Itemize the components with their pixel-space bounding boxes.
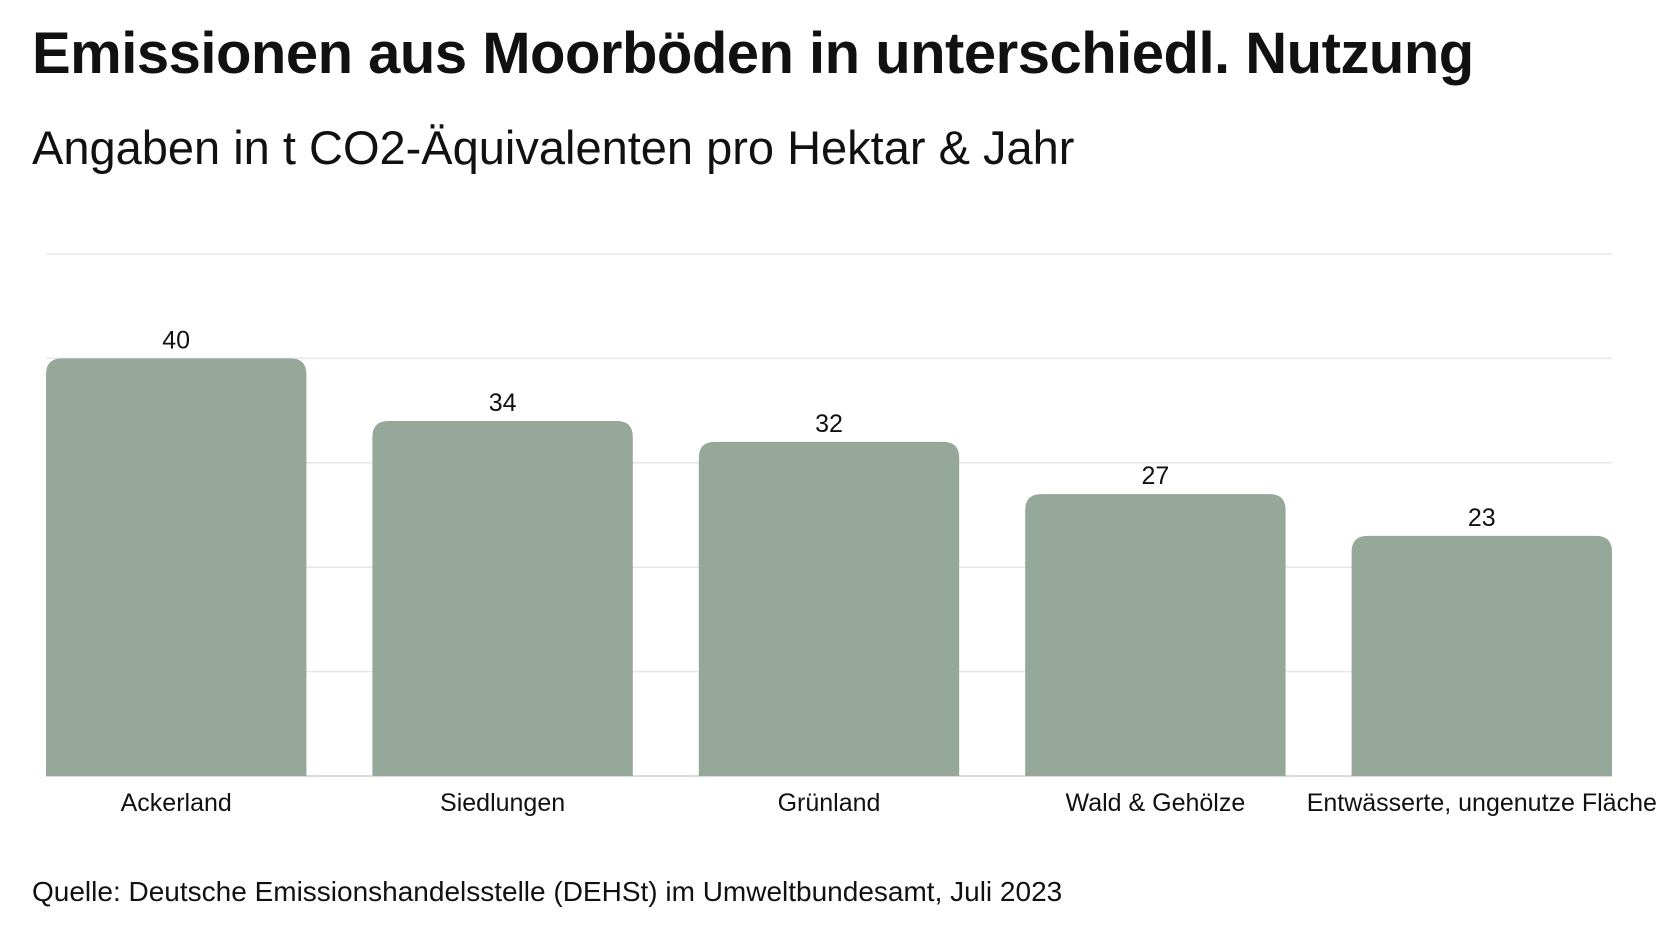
chart-subtitle: Angaben in t CO2-Äquivalenten pro Hektar… xyxy=(32,121,1075,174)
data-label: 34 xyxy=(489,389,517,417)
data-labels: 40 34 32 27 23 xyxy=(162,326,1495,531)
chart-source: Quelle: Deutsche Emissionshandelsstelle … xyxy=(32,876,1063,907)
bars xyxy=(46,358,1612,776)
data-label: 40 xyxy=(162,326,190,354)
bar-3 xyxy=(698,441,960,776)
x-tick-label: Grünland xyxy=(778,789,881,817)
bar-4 xyxy=(1025,494,1286,776)
bar-2 xyxy=(372,421,633,776)
x-tick-label: Wald & Gehölze xyxy=(1066,789,1246,817)
data-label: 23 xyxy=(1468,504,1496,532)
bar-1 xyxy=(46,358,307,776)
x-tick-labels: Ackerland Siedlungen Grünland Wald & Gehölz… xyxy=(121,789,1657,817)
x-tick-label: Entwässerte, ungenutze Fläche xyxy=(1307,789,1657,817)
data-label: 27 xyxy=(1141,462,1169,490)
data-label: 32 xyxy=(815,410,843,438)
x-tick-label: Siedlungen xyxy=(440,789,565,817)
chart-title: Emissionen aus Moorböden in unterschiedl… xyxy=(32,21,1474,86)
x-tick-label: Ackerland xyxy=(121,789,232,817)
bar-5 xyxy=(1351,535,1612,776)
